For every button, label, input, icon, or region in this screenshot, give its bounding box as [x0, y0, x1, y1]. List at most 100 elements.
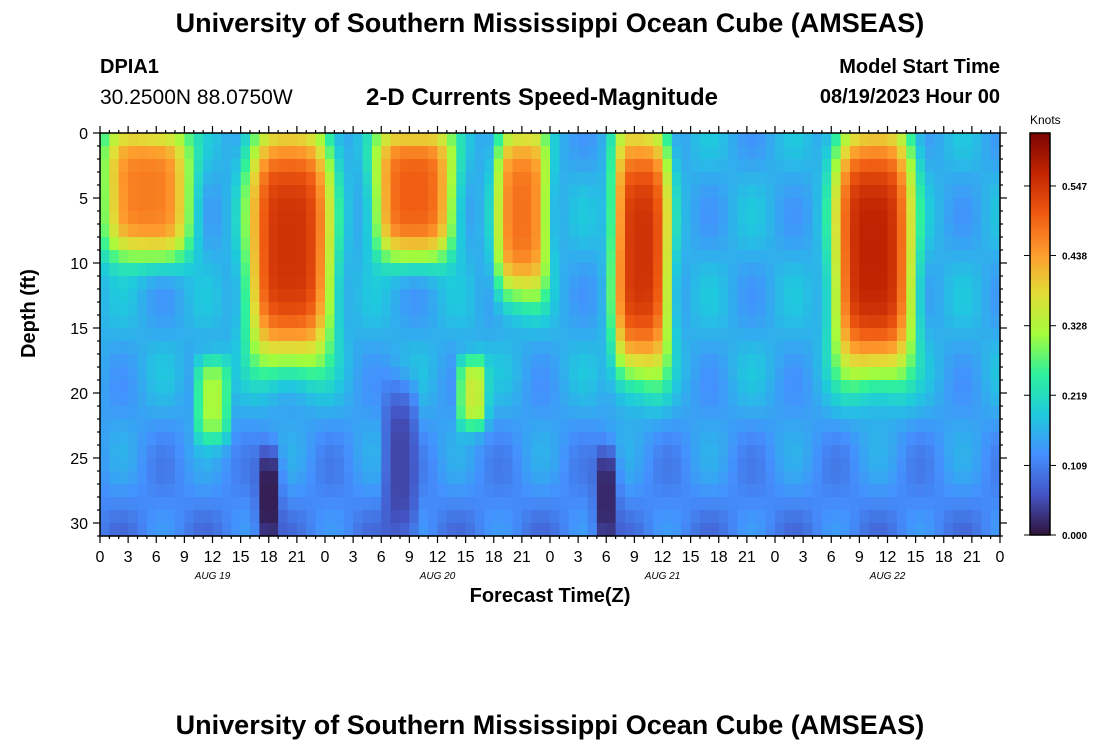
heatmap-cell	[418, 133, 429, 147]
heatmap-cell	[634, 302, 645, 316]
heatmap-cell	[559, 380, 570, 394]
heatmap-cell	[793, 263, 804, 277]
heatmap-cell	[193, 276, 204, 290]
heatmap-cell	[746, 484, 757, 498]
x-tick-label: 12	[204, 549, 222, 566]
heatmap-cell	[606, 471, 617, 485]
heatmap-cell	[212, 432, 223, 446]
heatmap-cell	[962, 185, 973, 199]
heatmap-cell	[559, 367, 570, 381]
heatmap-cell	[737, 458, 748, 472]
heatmap-cell	[512, 510, 523, 524]
heatmap-cell	[409, 250, 420, 264]
heatmap-cell	[550, 315, 560, 329]
heatmap-cell	[325, 172, 335, 186]
heatmap-cell	[775, 484, 785, 498]
heatmap-cell	[250, 497, 260, 511]
heatmap-cell	[240, 159, 251, 173]
heatmap-cell	[287, 432, 298, 446]
heatmap-cell	[446, 159, 457, 173]
heatmap-cell	[568, 523, 579, 537]
heatmap-cell	[437, 497, 448, 511]
heatmap-cell	[868, 432, 879, 446]
heatmap-cell	[137, 289, 148, 303]
heatmap-cell	[606, 341, 617, 355]
heatmap-cell	[287, 224, 298, 238]
heatmap-cell	[812, 497, 823, 511]
heatmap-cell	[287, 237, 298, 251]
heatmap-cell	[109, 237, 120, 251]
heatmap-cell	[259, 198, 270, 212]
heatmap-cell	[418, 354, 429, 368]
heatmap-cell	[709, 211, 720, 225]
heatmap-cell	[915, 523, 926, 537]
heatmap-cell	[681, 510, 692, 524]
heatmap-cell	[259, 341, 270, 355]
heatmap-cell	[906, 419, 917, 433]
heatmap-cell	[578, 289, 589, 303]
heatmap-cell	[700, 458, 710, 472]
heatmap-cell	[221, 458, 232, 472]
heatmap-cell	[803, 510, 814, 524]
heatmap-cell	[100, 497, 110, 511]
heatmap-cell	[606, 484, 617, 498]
heatmap-cell	[550, 497, 560, 511]
heatmap-cell	[296, 198, 307, 212]
heatmap-cell	[465, 497, 476, 511]
heatmap-cell	[184, 172, 195, 186]
heatmap-cell	[859, 198, 870, 212]
heatmap-cell	[578, 341, 589, 355]
heatmap-cell	[643, 185, 654, 199]
heatmap-cell	[812, 458, 823, 472]
heatmap-cell	[531, 146, 542, 160]
heatmap-cell	[625, 393, 635, 407]
heatmap-cell	[625, 328, 635, 342]
heatmap-cell	[240, 406, 251, 420]
heatmap-cell	[840, 159, 851, 173]
heatmap-cell	[746, 224, 757, 238]
heatmap-cell	[765, 458, 776, 472]
heatmap-cell	[578, 484, 589, 498]
heatmap-cell	[362, 146, 373, 160]
heatmap-cell	[437, 159, 448, 173]
heatmap-cell	[990, 185, 1001, 199]
heatmap-cell	[746, 406, 757, 420]
heatmap-cell	[981, 185, 992, 199]
heatmap-cell	[671, 510, 682, 524]
heatmap-cell	[146, 471, 157, 485]
x-tick-label: 9	[855, 549, 864, 566]
heatmap-cell	[615, 510, 626, 524]
heatmap-cell	[484, 328, 495, 342]
heatmap-cell	[737, 484, 748, 498]
heatmap-cell	[493, 367, 504, 381]
heatmap-cell	[446, 471, 457, 485]
heatmap-cell	[212, 484, 223, 498]
heatmap-cell	[775, 445, 785, 459]
heatmap-cell	[343, 380, 354, 394]
heatmap-cell	[296, 224, 307, 238]
heatmap-cell	[371, 458, 382, 472]
heatmap-cell	[578, 432, 589, 446]
heatmap-cell	[165, 263, 176, 277]
heatmap-cell	[596, 406, 607, 420]
heatmap-cell	[512, 237, 523, 251]
heatmap-cell	[409, 445, 420, 459]
heatmap-cell	[240, 133, 251, 147]
heatmap-cell	[446, 250, 457, 264]
heatmap-cell	[756, 380, 767, 394]
heatmap-cell	[765, 406, 776, 420]
heatmap-cell	[709, 146, 720, 160]
heatmap-cell	[287, 159, 298, 173]
heatmap-cell	[596, 328, 607, 342]
heatmap-cell	[250, 172, 260, 186]
heatmap-cell	[887, 510, 898, 524]
heatmap-cell	[868, 445, 879, 459]
heatmap-cell	[212, 380, 223, 394]
heatmap-cell	[550, 458, 560, 472]
heatmap-cell	[756, 315, 767, 329]
heatmap-cell	[981, 380, 992, 394]
heatmap-cell	[109, 146, 120, 160]
heatmap-cell	[925, 250, 935, 264]
heatmap-cell	[109, 497, 120, 511]
heatmap-cell	[718, 406, 729, 420]
